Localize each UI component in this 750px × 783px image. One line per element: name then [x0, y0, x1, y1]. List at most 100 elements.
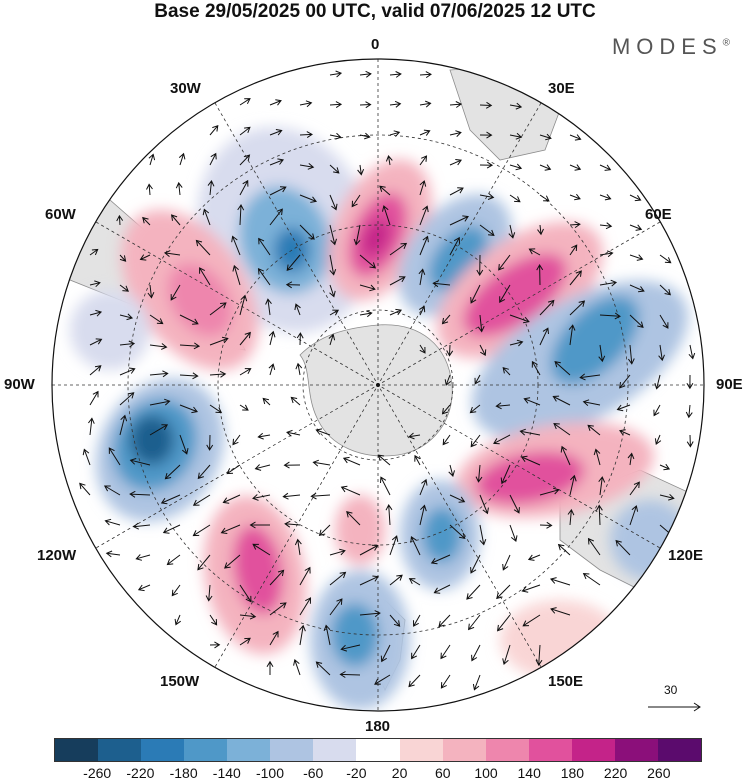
wind-vector-arrow [495, 402, 511, 410]
wind-vector-arrow [449, 215, 469, 226]
wind-vector-arrow [659, 254, 672, 264]
wind-vector-arrow [599, 312, 621, 320]
wind-vector-arrow [659, 284, 671, 296]
wind-vector-arrow [294, 538, 302, 556]
wind-vector-arrow [329, 70, 343, 78]
wind-vector-arrow [569, 474, 577, 496]
wind-vector-arrow [257, 268, 271, 286]
wind-vector-arrow [385, 504, 393, 526]
wind-vector-arrow [629, 224, 643, 231]
wind-vector-arrow [549, 577, 571, 586]
wind-vector-arrow [108, 447, 121, 466]
map-title: Base 29/05/2025 00 UTC, valid 07/06/2025… [154, 1, 596, 22]
wind-vector-arrow [299, 194, 318, 203]
wind-vector-arrow [466, 584, 481, 600]
wind-vector-arrow [569, 244, 578, 256]
lon-label-30w: 30W [170, 80, 201, 97]
wind-vector-arrow [137, 584, 151, 592]
wind-vector-arrow [539, 133, 552, 141]
colorbar-tick-label: 20 [391, 765, 408, 781]
wind-vector-arrow [509, 524, 518, 543]
wind-vector-arrow [508, 224, 516, 239]
wind-vector-arrow [192, 524, 211, 537]
wind-vector-arrow [310, 492, 331, 500]
wind-vector-arrow [619, 374, 631, 389]
wind-vector-arrow [521, 584, 541, 593]
wind-vector-arrow [299, 624, 306, 646]
wind-vector-arrow [282, 492, 301, 500]
wind-vector-arrow [329, 224, 337, 246]
wind-vector-arrow [269, 186, 287, 196]
wind-vector-arrow [539, 487, 560, 496]
wind-vector-arrow [286, 429, 301, 437]
colorbar-swatch [270, 739, 314, 761]
wind-vector-arrow [129, 490, 151, 498]
wind-vector-arrow [359, 310, 373, 318]
wind-vector-arrow [286, 254, 301, 272]
wind-vector-arrow [569, 221, 581, 229]
wind-vector-arrow [413, 614, 421, 627]
wind-vector-arrow [440, 644, 451, 660]
wind-vector-arrow [295, 362, 303, 376]
wind-vector-arrow [284, 520, 301, 528]
wind-vector-arrow [554, 361, 571, 376]
wind-vector-arrow [389, 130, 401, 137]
wind-vector-arrow [202, 208, 211, 226]
colorbar-tick-label: 220 [603, 765, 628, 781]
wind-vector-arrow [146, 183, 153, 196]
wind-vector-arrow [419, 205, 429, 226]
wind-vector-arrow [499, 284, 511, 304]
wind-vector-arrow [389, 308, 402, 316]
wind-vector-arrow [477, 314, 485, 333]
wind-vector-arrow [629, 194, 642, 202]
wind-vector-arrow [268, 363, 276, 376]
wind-vector-arrow [269, 602, 287, 616]
wind-vector-arrow [359, 254, 377, 269]
wind-vector-arrow [149, 314, 164, 325]
wind-vector-arrow [119, 340, 136, 348]
brand-name: MODES [611, 34, 723, 59]
wind-vector-arrow [239, 154, 251, 166]
colorbar-swatch [184, 739, 228, 761]
wind-vector-arrow [496, 584, 511, 600]
wind-vector-arrow [498, 254, 511, 271]
wind-vector-arrow [493, 434, 511, 445]
wind-vector-arrow [269, 569, 285, 586]
wind-vector-arrow [430, 554, 451, 565]
wind-vector-arrow [209, 614, 218, 626]
wind-vector-arrow [89, 390, 99, 406]
wind-vector-arrow [353, 224, 361, 246]
wind-vector-arrow [502, 644, 511, 666]
wind-vector-arrow [359, 284, 376, 292]
wind-vector-arrow [197, 464, 211, 480]
wind-vector-arrow [231, 235, 241, 256]
wind-vector-arrow [340, 485, 361, 496]
wind-vector-arrow [519, 428, 541, 436]
wind-vector-arrow [290, 396, 301, 406]
wind-vector-arrow [179, 404, 199, 414]
wind-vector-arrow [359, 575, 379, 586]
wind-vector-arrow [206, 434, 214, 451]
wind-vector-arrow [351, 194, 361, 208]
wind-vector-arrow [239, 294, 248, 316]
wind-vector-arrow [479, 224, 495, 236]
wind-vector-arrow [329, 309, 340, 316]
wind-vector-arrow [599, 164, 612, 171]
wind-vector-arrow [232, 264, 241, 286]
wind-vector-arrow [531, 360, 541, 376]
wind-vector-arrow [389, 614, 401, 627]
wind-vector-arrow [382, 205, 391, 226]
colorbar-swatch [227, 739, 271, 761]
lon-label-60e: 60E [645, 206, 672, 223]
colorbar-tick-label: 180 [560, 765, 585, 781]
colorbar-tick-label: -60 [303, 765, 324, 781]
wind-vector-arrow [582, 399, 601, 406]
wind-vector-arrow [598, 344, 606, 363]
wind-vector-arrow [379, 185, 391, 196]
brand-logo: MODES® [612, 34, 730, 60]
wind-vector-arrow [329, 598, 343, 616]
colorbar-swatch [399, 739, 443, 761]
wind-vector-arrow [323, 624, 331, 646]
wind-vector-arrow [539, 327, 549, 346]
wind-vector-arrow [479, 344, 487, 357]
